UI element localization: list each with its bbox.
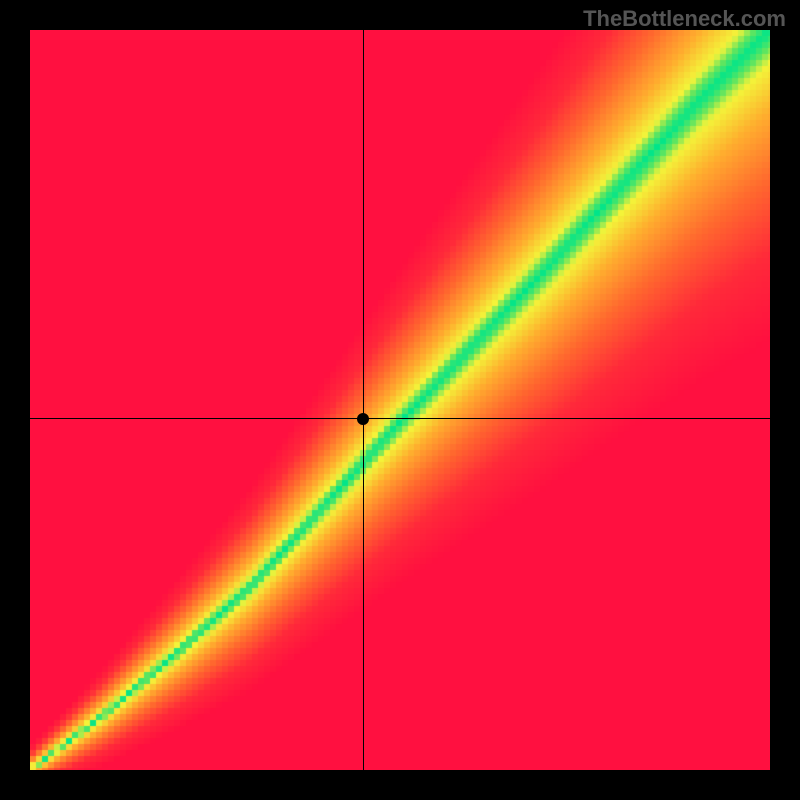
chart-container: TheBottleneck.com (0, 0, 800, 800)
selection-marker[interactable] (357, 413, 369, 425)
crosshair-vertical (363, 30, 364, 770)
crosshair-horizontal (30, 418, 770, 419)
watermark-text: TheBottleneck.com (583, 6, 786, 32)
bottleneck-heatmap (30, 30, 770, 770)
